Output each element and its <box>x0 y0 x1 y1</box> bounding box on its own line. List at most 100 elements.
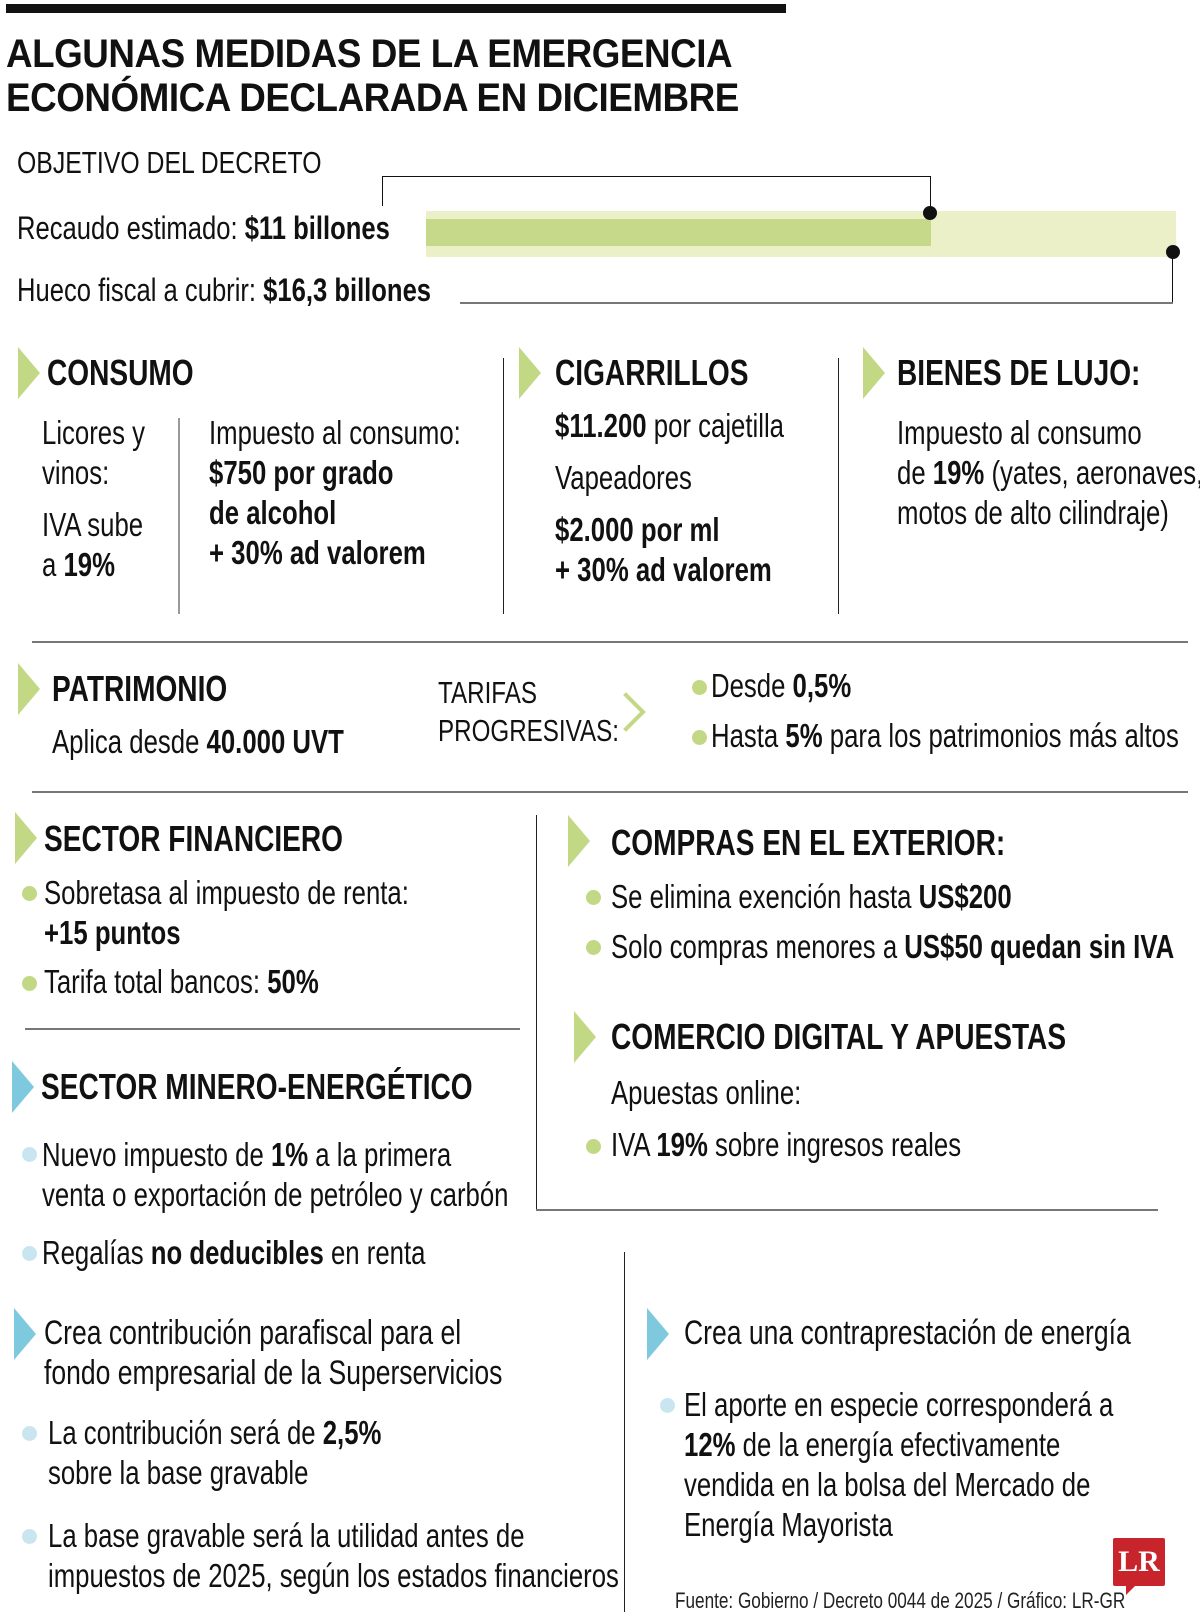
iva-digital-value: 19% <box>656 1126 708 1163</box>
recaudo-value: $11 billones <box>244 210 390 246</box>
recaudo-bracket-top <box>382 176 931 177</box>
recaudo-marker-dot <box>923 206 937 220</box>
text: sobre ingresos reales <box>707 1126 962 1163</box>
exterior-bullet-2: Solo compras menores a US$50 quedan sin … <box>611 927 1174 967</box>
hueco-marker-dot <box>1166 245 1180 259</box>
digital-title: COMERCIO DIGITAL Y APUESTAS <box>611 1016 1067 1057</box>
divider <box>178 418 180 614</box>
consumo-right-line: de alcohol <box>209 494 337 531</box>
no-deducibles-text: no deducibles <box>150 1234 324 1271</box>
minero-title: SECTOR MINERO-ENERGÉTICO <box>41 1066 473 1107</box>
triangle-icon <box>12 1061 34 1113</box>
bullet-icon <box>586 940 601 955</box>
text: Hasta <box>711 717 786 754</box>
bullet-icon <box>22 1426 37 1441</box>
text: Solo compras menores a <box>611 928 905 965</box>
patrimonio-text: Aplica desde 40.000 UVT <box>52 722 344 762</box>
section-divider <box>25 1028 520 1030</box>
digital-bullet: IVA 19% sobre ingresos reales <box>611 1125 961 1165</box>
recaudo-bracket-left <box>382 176 383 206</box>
parafiscal-title: Crea contribución parafiscal para el fon… <box>44 1313 502 1393</box>
text: El aporte en especie corresponderá a <box>684 1386 1114 1423</box>
divider <box>624 1252 625 1612</box>
parafiscal-bullet-2: La base gravable será la utilidad antes … <box>48 1516 619 1596</box>
tarifas-line: PROGRESIVAS: <box>438 713 619 748</box>
recaudo-bracket-right <box>930 176 931 212</box>
triangle-icon <box>14 1308 36 1360</box>
exencion-value: US$200 <box>918 878 1012 915</box>
financiero-bullet-1: Sobretasa al impuesto de renta: +15 punt… <box>44 873 409 953</box>
text: por cajetilla <box>646 407 784 444</box>
page-title: ALGUNAS MEDIDAS DE LA EMERGENCIA ECONÓMI… <box>6 32 739 120</box>
consumo-right-line: $750 por grado <box>209 454 394 491</box>
text: de la energía efectivamente <box>735 1426 1061 1463</box>
text: Desde <box>711 667 793 704</box>
consumo-left-text: Licores y vinos: IVA sube a 19% <box>42 413 145 585</box>
triangle-icon <box>647 1308 669 1360</box>
contribucion-value: 2,5% <box>322 1414 382 1451</box>
minero-bullet-2: Regalías no deducibles en renta <box>42 1233 425 1273</box>
consumo-left-line: a 19% <box>42 545 145 585</box>
triangle-icon <box>519 347 541 399</box>
text: sobre la base gravable <box>48 1454 309 1491</box>
sin-iva-value: US$50 quedan sin IVA <box>904 928 1175 965</box>
lr-logo: LR <box>1113 1538 1165 1586</box>
hueco-value: $16,3 billones <box>263 272 432 308</box>
lujo-value: 19% <box>932 454 985 491</box>
cigarrillos-line: $2.000 por ml <box>555 511 720 548</box>
consumo-right-line: + 30% ad valorem <box>209 534 426 571</box>
section-divider <box>32 641 1188 643</box>
lujo-line: Impuesto al consumo <box>897 414 1142 451</box>
divider <box>838 358 839 614</box>
lujo-line: motos de alto cilindraje) <box>897 494 1169 531</box>
divider <box>503 358 504 614</box>
text: Sobretasa al impuesto de renta: <box>44 874 409 911</box>
sobretasa-value: +15 puntos <box>44 914 181 951</box>
tarifa-max-value: 5% <box>785 717 823 754</box>
cigarrillos-line: $11.200 por cajetilla <box>555 406 784 446</box>
logo-speech-tail <box>1126 1585 1142 1595</box>
text: La base gravable será la utilidad antes … <box>48 1517 525 1554</box>
consumo-left-line: Licores y <box>42 414 146 451</box>
text: en renta <box>323 1234 426 1271</box>
digital-line: Apuestas online: <box>611 1074 802 1111</box>
bullet-icon <box>22 1147 37 1162</box>
text: Crea contribución parafiscal para el <box>44 1314 462 1352</box>
text: Nuevo impuesto de 1% a la primera <box>42 1135 508 1175</box>
lujo-text: Impuesto al consumo de 19% (yates, aeron… <box>897 413 1200 533</box>
text: de <box>897 454 933 491</box>
energia-text: El aporte en especie corresponderá a 12%… <box>684 1385 1113 1545</box>
cigarrillos-line: + 30% ad valorem <box>555 551 772 588</box>
minero-bullet-1: Nuevo impuesto de 1% a la primera venta … <box>42 1135 508 1215</box>
section-divider <box>32 791 1188 793</box>
cajetilla-value: $11.200 <box>555 407 647 444</box>
bullet-icon <box>22 1246 37 1261</box>
aporte-value: 12% <box>684 1426 736 1463</box>
tarifas-line: TARIFAS <box>438 675 537 710</box>
triangle-icon <box>568 815 590 867</box>
bullet-icon <box>586 890 601 905</box>
text: Aplica desde <box>52 723 207 760</box>
tarifa-min-value: 0,5% <box>792 667 852 704</box>
text: Energía Mayorista <box>684 1506 893 1543</box>
text: Nuevo impuesto de <box>42 1136 271 1173</box>
bullet-icon <box>692 680 707 695</box>
title-line-1: ALGUNAS MEDIDAS DE LA EMERGENCIA <box>6 32 733 76</box>
bullet-icon <box>586 1139 601 1154</box>
objective-label: OBJETIVO DEL DECRETO <box>17 145 322 180</box>
text: venta o exportación de petróleo y carbón <box>42 1176 509 1213</box>
text: La contribución será de 2,5% <box>48 1413 381 1453</box>
iva-value: 19% <box>63 546 116 583</box>
consumo-left-line: vinos: <box>42 454 110 491</box>
bullet-icon <box>22 886 37 901</box>
tarifa-desde: Desde 0,5% <box>711 666 851 706</box>
bullet-icon <box>22 976 37 991</box>
cigarrillos-line: Vapeadores <box>555 459 692 496</box>
triangle-icon <box>863 347 885 399</box>
consumo-right-text: Impuesto al consumo: $750 por grado de a… <box>209 413 461 573</box>
hueco-label: Hueco fiscal a cubrir: <box>17 272 264 308</box>
text: a la primera <box>308 1136 452 1173</box>
triangle-icon <box>18 347 40 399</box>
section-divider <box>536 1209 1158 1211</box>
text: impuestos de 2025, según los estados fin… <box>48 1557 619 1594</box>
